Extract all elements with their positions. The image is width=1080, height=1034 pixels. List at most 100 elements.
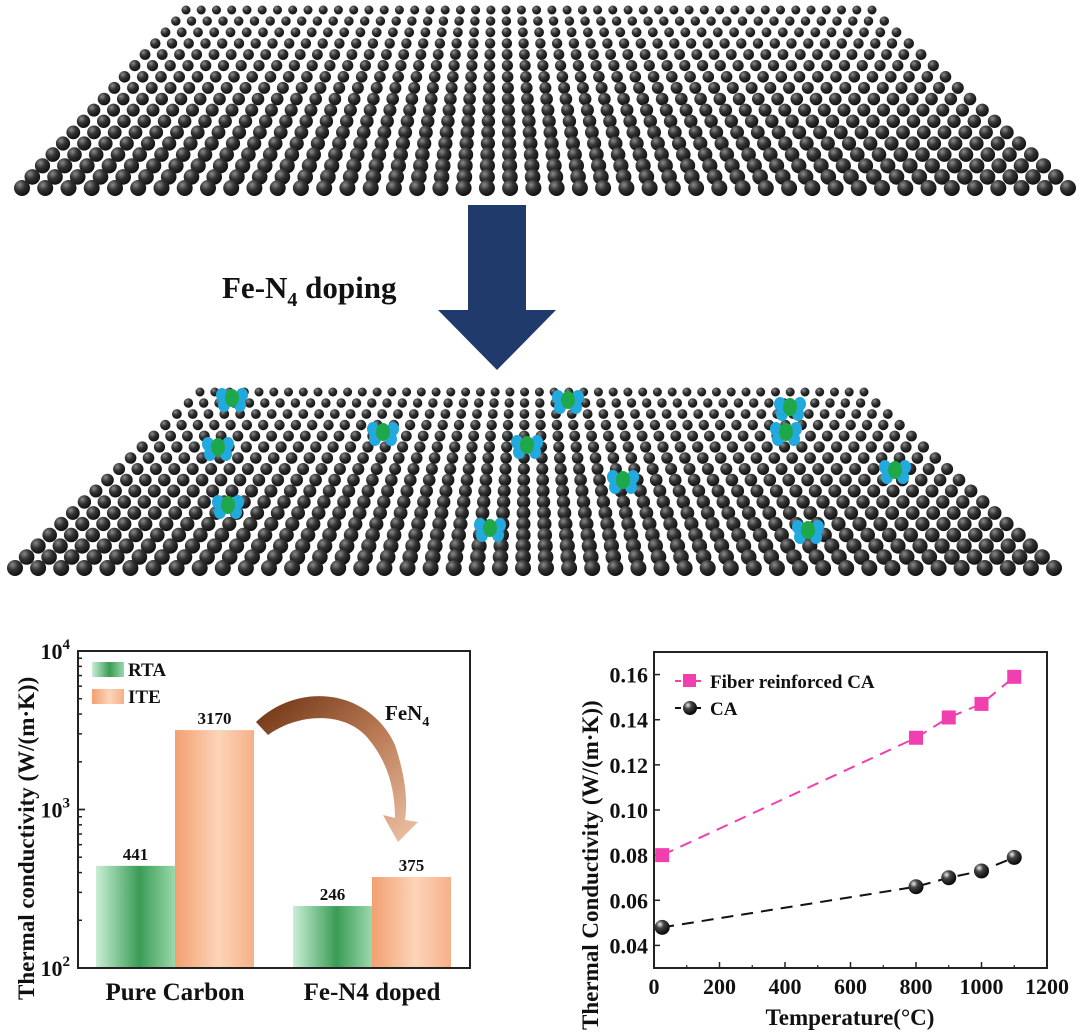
- iron-atom: [561, 391, 575, 409]
- carbon-atom: [769, 38, 780, 49]
- carbon-atom: [464, 81, 477, 94]
- iron-atom: [888, 461, 902, 479]
- carbon-atom: [124, 452, 137, 464]
- carbon-atom: [439, 484, 453, 498]
- carbon-atom: [340, 114, 354, 128]
- carbon-atom: [719, 38, 730, 49]
- carbon-atom: [198, 114, 212, 128]
- carbon-atom: [496, 506, 510, 520]
- carbon-atom: [426, 81, 439, 94]
- carbon-atom: [731, 419, 742, 431]
- carbon-atom: [721, 506, 736, 520]
- carbon-atom: [936, 495, 950, 509]
- carbon-atom: [816, 16, 826, 26]
- carbon-atom: [355, 27, 366, 38]
- carbon-atom: [209, 27, 220, 38]
- carbon-atom: [351, 81, 364, 94]
- carbon-atom: [464, 452, 477, 464]
- carbon-atom: [113, 463, 126, 475]
- carbon-atom: [344, 16, 354, 26]
- carbon-atom: [451, 38, 462, 49]
- carbon-atom: [534, 387, 544, 397]
- carbon-atom: [491, 560, 508, 576]
- carbon-atom: [127, 506, 142, 520]
- carbon-atom: [819, 409, 830, 419]
- carbon-atom: [395, 60, 407, 72]
- carbon-atom: [752, 38, 764, 49]
- carbon-atom: [893, 147, 909, 162]
- carbon-atom: [147, 506, 162, 520]
- carbon-atom: [274, 27, 285, 38]
- carbon-atom: [655, 92, 669, 106]
- carbon-atom: [457, 495, 471, 509]
- carbon-atom: [840, 452, 852, 464]
- carbon-atom: [647, 71, 660, 83]
- carbon-atom: [590, 60, 602, 72]
- carbon-atom: [86, 549, 103, 565]
- carbon-atom: [750, 60, 762, 72]
- carbon-atom: [446, 387, 456, 397]
- carbon-atom: [47, 169, 63, 185]
- carbon-atom: [951, 81, 964, 94]
- carbon-atom: [271, 473, 285, 487]
- carbon-atom: [69, 169, 86, 185]
- carbon-atom: [393, 409, 403, 419]
- carbon-atom: [868, 538, 884, 554]
- carbon-atom: [591, 463, 604, 475]
- carbon-atom: [347, 473, 360, 487]
- carbon-atom: [542, 114, 556, 128]
- carbon-atom: [915, 147, 930, 162]
- carbon-atom: [817, 103, 831, 117]
- carbon-atom: [66, 125, 81, 140]
- carbon-atom: [260, 49, 272, 60]
- carbon-atom: [345, 409, 356, 419]
- carbon-atom: [702, 71, 715, 83]
- carbon-atom: [260, 463, 273, 475]
- carbon-atom: [738, 103, 752, 117]
- carbon-atom: [894, 516, 909, 532]
- carbon-atom: [559, 92, 573, 106]
- carbon-atom: [274, 419, 285, 431]
- carbon-atom: [978, 538, 994, 554]
- iron-atom: [783, 398, 797, 416]
- carbon-atom: [469, 27, 479, 38]
- carbon-atom: [844, 387, 854, 397]
- carbon-atom: [55, 136, 71, 151]
- carbon-atom: [97, 114, 111, 128]
- carbon-atom: [762, 506, 777, 520]
- carbon-atom: [257, 495, 271, 509]
- carbon-atom: [76, 114, 91, 128]
- carbon-atom: [925, 92, 938, 106]
- carbon-atom: [863, 136, 878, 151]
- iron-atom: [801, 521, 815, 539]
- carbon-atom: [856, 495, 870, 509]
- carbon-atom: [284, 103, 298, 117]
- carbon-atom: [796, 441, 808, 453]
- carbon-atom: [315, 125, 330, 140]
- carbon-atom: [800, 16, 811, 26]
- carbon-atom: [451, 527, 467, 543]
- carbon-atom: [881, 49, 892, 60]
- carbon-atom: [643, 114, 657, 128]
- carbon-atom: [290, 92, 303, 106]
- carbon-atom: [933, 81, 945, 94]
- carbon-atom: [745, 81, 758, 94]
- carbon-atom: [927, 114, 941, 128]
- carbon-atom: [457, 158, 473, 174]
- carbon-atom: [377, 409, 388, 419]
- carbon-atom: [87, 125, 101, 140]
- carbon-atom: [754, 430, 766, 442]
- carbon-atom: [771, 125, 786, 140]
- carbon-atom: [448, 60, 460, 72]
- carbon-atom: [805, 430, 816, 442]
- carbon-atom: [577, 5, 587, 15]
- carbon-atom: [145, 81, 158, 94]
- carbon-atom: [446, 452, 459, 464]
- carbon-atom: [927, 60, 939, 72]
- carbon-atom: [691, 49, 703, 60]
- data-point-sphere: [974, 863, 989, 879]
- carbon-atom: [219, 147, 234, 162]
- carbon-atom: [298, 387, 308, 397]
- carbon-atom: [232, 452, 244, 464]
- carbon-atom: [249, 430, 261, 442]
